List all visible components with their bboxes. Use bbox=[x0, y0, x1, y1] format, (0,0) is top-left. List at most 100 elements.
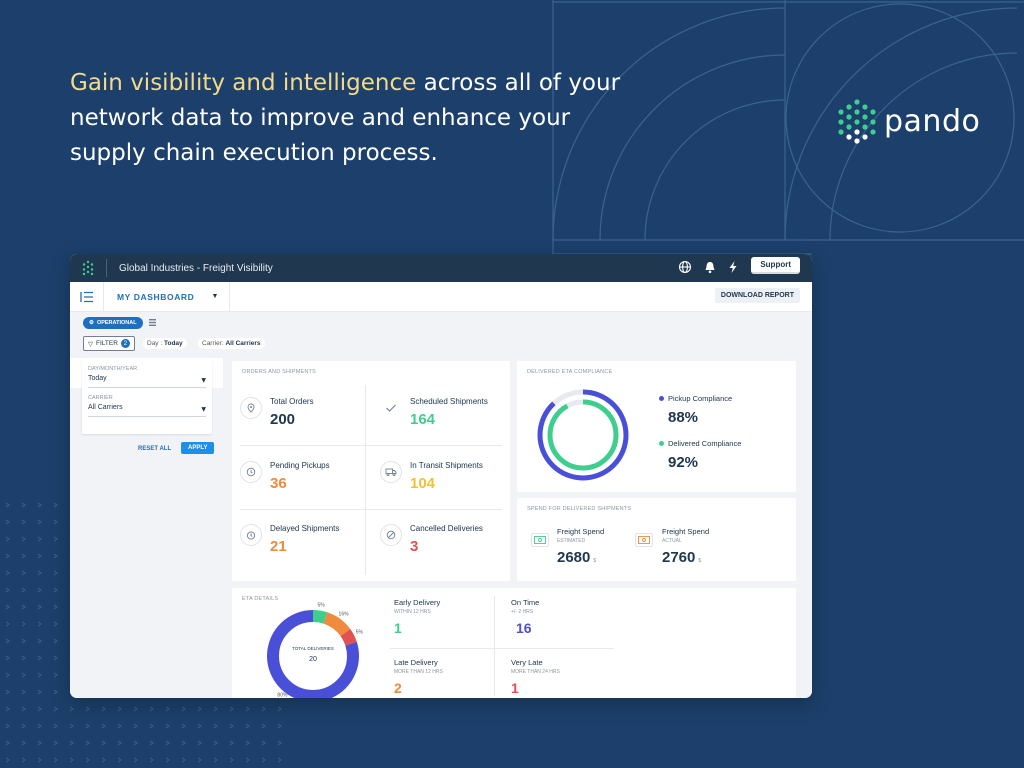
decorative-arrow bbox=[213, 723, 218, 729]
headline-rest: across all of your network data to impro… bbox=[70, 70, 621, 166]
carrier-caret-icon: ▼ bbox=[201, 406, 206, 413]
orders-divider-v bbox=[365, 385, 366, 575]
download-report-button[interactable]: DOWNLOAD REPORT bbox=[714, 288, 800, 303]
bell-icon[interactable] bbox=[704, 260, 716, 274]
dashboard-select[interactable]: MY DASHBOARD ▼ bbox=[104, 281, 230, 312]
decorative-arrow bbox=[197, 757, 202, 763]
day-caret-icon: ▼ bbox=[201, 377, 206, 384]
scheduled-shipments-value: 164 bbox=[410, 411, 436, 428]
apply-button[interactable]: APPLY bbox=[181, 442, 215, 454]
globe-icon[interactable] bbox=[678, 260, 692, 274]
decorative-arrow bbox=[245, 757, 250, 763]
decorative-arrow bbox=[37, 570, 42, 576]
day-chip-key: Day : bbox=[147, 340, 164, 347]
decorative-arrow bbox=[101, 740, 106, 746]
decorative-arrow bbox=[53, 621, 58, 627]
decorative-arrow bbox=[37, 553, 42, 559]
reset-all-button[interactable]: RESET ALL bbox=[138, 446, 172, 452]
decorative-arrow bbox=[5, 502, 10, 508]
day-select[interactable]: Today bbox=[88, 375, 107, 382]
carrier-chip-key: Carrier: bbox=[202, 340, 226, 347]
hero-headline: Gain visibility and intelligence across … bbox=[70, 66, 630, 171]
decorative-arrow bbox=[277, 757, 282, 763]
total-orders-label: Total Orders bbox=[270, 397, 314, 406]
donut-label-on-time: 80% bbox=[277, 692, 288, 698]
decorative-arrow bbox=[181, 723, 186, 729]
decorative-arrow bbox=[37, 723, 42, 729]
very-late-label: Very Late bbox=[511, 658, 543, 667]
delivered-compliance-value: 92% bbox=[668, 454, 699, 471]
decorative-arrow bbox=[245, 740, 250, 746]
decorative-arrow bbox=[69, 740, 74, 746]
decorative-arrow bbox=[213, 740, 218, 746]
decorative-arrow bbox=[5, 570, 10, 576]
eta-divider-v bbox=[494, 596, 495, 696]
filter-label: FILTER bbox=[96, 340, 118, 347]
lightning-icon[interactable] bbox=[728, 260, 738, 274]
decorative-arrow bbox=[213, 757, 218, 763]
decorative-arrow bbox=[261, 706, 266, 712]
late-delivery-value: 2 bbox=[394, 680, 402, 696]
carrier-select[interactable]: All Carriers bbox=[88, 404, 123, 411]
decorative-arrow bbox=[229, 723, 234, 729]
decorative-arrow bbox=[101, 757, 106, 763]
header-divider bbox=[106, 259, 107, 277]
check-icon bbox=[380, 397, 402, 419]
decorative-arrow bbox=[165, 723, 170, 729]
pickup-compliance-value: 88% bbox=[668, 409, 699, 426]
decorative-arrow bbox=[53, 689, 58, 695]
decorative-arrow bbox=[149, 723, 154, 729]
pickup-compliance-ring bbox=[537, 389, 629, 481]
decorative-arrow bbox=[245, 706, 250, 712]
decorative-arrow bbox=[85, 740, 90, 746]
filter-button[interactable]: ▽ FILTER 2 bbox=[83, 336, 135, 351]
decorative-arrow bbox=[37, 689, 42, 695]
decorative-arrow bbox=[229, 706, 234, 712]
decorative-arrow bbox=[101, 706, 106, 712]
decorative-arrow bbox=[21, 536, 26, 542]
day-underline bbox=[88, 387, 206, 388]
menu-toggle[interactable] bbox=[70, 281, 104, 312]
decorative-arrow bbox=[117, 723, 122, 729]
operational-tab[interactable]: ⚙ OPERATIONAL bbox=[83, 317, 143, 329]
donut-center-label: TOTAL DELIVERIES bbox=[292, 646, 334, 651]
toolbar: MY DASHBOARD ▼ DOWNLOAD REPORT bbox=[70, 281, 812, 312]
main-content: ORDERS AND SHIPMENTS Total Orders 200 Sc… bbox=[223, 358, 812, 698]
decorative-arrow bbox=[149, 757, 154, 763]
day-chip[interactable]: Day : Today bbox=[143, 338, 187, 349]
decorative-arrow bbox=[277, 723, 282, 729]
decorative-arrow bbox=[37, 519, 42, 525]
support-button[interactable]: Support bbox=[751, 257, 800, 274]
decorative-arrow bbox=[165, 740, 170, 746]
report-view-icon[interactable] bbox=[148, 318, 157, 327]
decorative-arrow bbox=[5, 553, 10, 559]
app-title: Global Industries - Freight Visibility bbox=[119, 262, 273, 274]
decorative-arrow bbox=[261, 757, 266, 763]
currency-symbol: $ bbox=[593, 558, 597, 564]
dashboard-window: Global Industries - Freight Visibility S… bbox=[70, 254, 812, 698]
decorative-arrow bbox=[117, 757, 122, 763]
decorative-arrow bbox=[21, 672, 26, 678]
decorative-arrow bbox=[53, 740, 58, 746]
carrier-chip[interactable]: Carrier: All Carriers bbox=[198, 338, 265, 349]
donut-slice-on-time bbox=[267, 610, 359, 698]
compliance-title: DELIVERED ETA COMPLIANCE bbox=[527, 369, 613, 375]
decorative-arrow bbox=[149, 740, 154, 746]
decorative-arrow bbox=[21, 553, 26, 559]
decorative-arrow bbox=[53, 587, 58, 593]
carrier-field-label: CARRIER bbox=[88, 395, 113, 401]
spend-title: SPEND FOR DELIVERED SHIPMENTS bbox=[527, 506, 632, 512]
decorative-arrow bbox=[5, 723, 10, 729]
decorative-arrow bbox=[21, 519, 26, 525]
decorative-arrow bbox=[21, 706, 26, 712]
day-chip-value: Today bbox=[163, 340, 183, 347]
orders-card: ORDERS AND SHIPMENTS Total Orders 200 Sc… bbox=[232, 361, 510, 581]
cancelled-deliveries-value: 3 bbox=[410, 538, 419, 555]
pickup-legend-dot bbox=[659, 396, 664, 401]
spend-estimated-sub: ESTIMATED bbox=[557, 538, 586, 544]
spend-card: SPEND FOR DELIVERED SHIPMENTS Freight Sp… bbox=[517, 498, 796, 581]
decorative-arrow bbox=[37, 638, 42, 644]
eta-compliance-card: DELIVERED ETA COMPLIANCE Pickup Complian… bbox=[517, 361, 796, 492]
header-icons bbox=[678, 260, 738, 274]
spend-estimated-value: 2680 bbox=[557, 549, 591, 566]
